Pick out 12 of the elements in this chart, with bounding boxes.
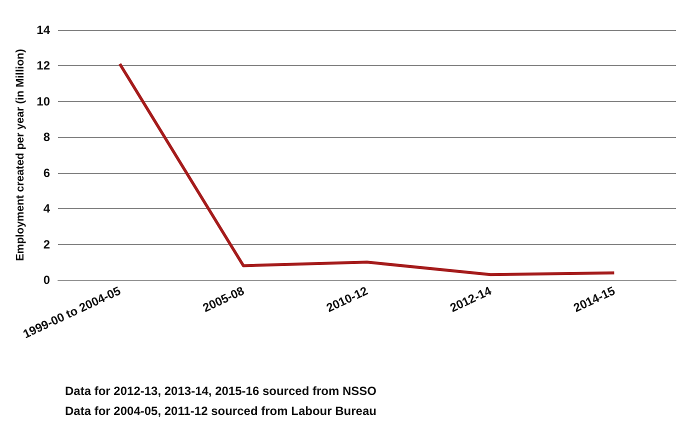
y-tick-label: 6 — [43, 166, 50, 180]
y-tick-label: 8 — [43, 130, 50, 144]
y-tick-label: 10 — [36, 94, 50, 108]
text: Data for 2012-13, 2013-14, 2015-16 sourced from NSSO — [65, 384, 376, 398]
y-axis-title: Employment created per year (in Million) — [14, 48, 26, 262]
y-tick-label: 12 — [36, 58, 50, 73]
y-tick-label: 2 — [43, 237, 50, 252]
y-tick-label: 4 — [43, 202, 50, 216]
y-tick-label: 14 — [36, 23, 50, 37]
y-tick-label: 0 — [43, 273, 50, 287]
text: Data for 2004-05, 2011-12 sourced from Labour Bureau — [65, 404, 376, 418]
line-series — [118, 62, 616, 276]
